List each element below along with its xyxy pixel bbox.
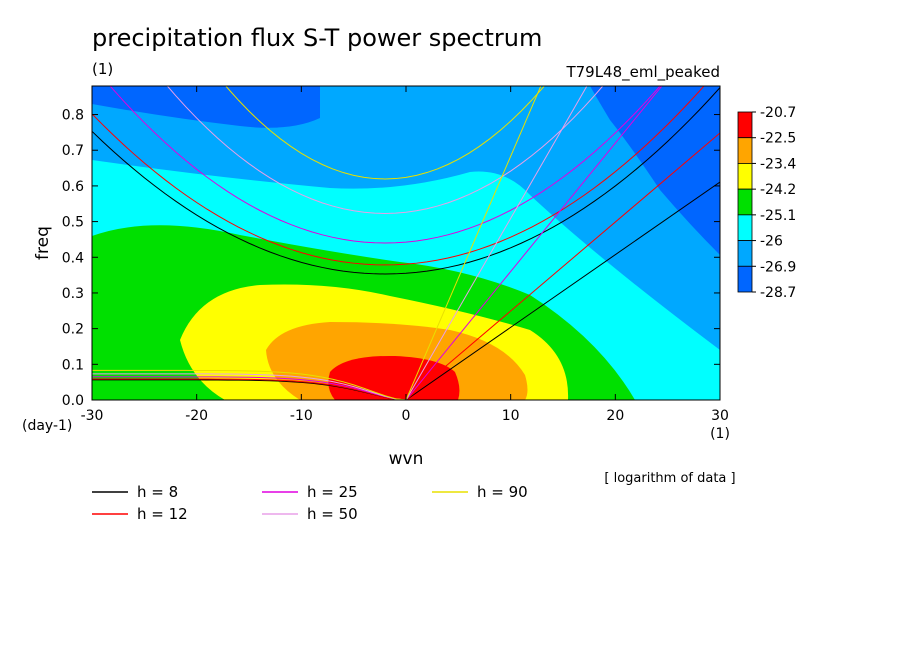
top-left-unit: (1) [92,60,113,78]
curve-upper-4 [225,86,545,180]
x-axis: -30 -20 -10 0 10 20 30 [81,86,729,424]
x-tick-label: 30 [711,408,729,424]
curve-line-1 [405,132,720,400]
legend-label: h = 25 [307,483,358,501]
x-tick-label: 0 [402,408,411,424]
curve-line-2 [405,86,663,400]
chart-title: precipitation flux S-T power spectrum [92,24,542,52]
y-tick-label: 0.8 [62,108,84,124]
curve-line-3 [405,86,588,400]
curve-low-2 [92,376,407,400]
y-tick-label: 0.6 [62,179,84,195]
curve-upper-0 [92,87,720,275]
curve-line-0 [405,181,720,400]
x-axis-label: wvn [389,449,424,469]
colorbar-swatch [737,163,753,190]
x-unit-label: (1) [710,426,730,442]
y-tick-label: 0.0 [62,393,84,409]
colorbar-label: -26 [760,234,783,250]
y-tick-label: 0.1 [62,357,84,373]
colorbar: -20.7 -22.5 -23.4 -24.2 -25.1 -26 -26.9 -28.7 [737,105,796,301]
curve-low-3 [92,373,407,400]
y-tick-label: 0.7 [62,143,84,159]
colorbar-label: -24.2 [760,182,796,198]
x-tick-label: 10 [502,408,520,424]
colorbar-label: -28.7 [760,285,796,301]
curve-upper-2 [109,86,661,244]
curve-low-1 [92,378,407,400]
legend: h = 8 h = 12 h = 25 h = 50 h = 90 [92,483,528,523]
y-unit-label: (day-1) [22,418,72,434]
legend-label: h = 90 [477,483,528,501]
run-name: T79L48_eml_peaked [565,63,720,82]
dispersion-curves [92,86,720,400]
colorbar-label: -23.4 [760,156,796,172]
x-tick-label: -30 [81,408,104,424]
curve-line-4 [405,86,542,400]
curve-upper-3 [166,86,604,214]
legend-label: h = 8 [137,483,178,501]
x-tick-label: 20 [606,408,624,424]
contour-field [92,86,720,400]
x-tick-label: -20 [185,408,208,424]
colorbar-swatch [737,240,753,267]
y-tick-label: 0.4 [62,250,84,266]
y-tick-label: 0.2 [62,322,84,338]
colorbar-label: -25.1 [760,208,796,224]
data-note: [ logarithm of data ] [604,471,735,486]
x-tick-label: -10 [290,408,313,424]
colorbar-swatch [737,265,753,293]
legend-label: h = 12 [137,505,188,523]
colorbar-swatch [737,111,753,139]
band-level-7-left [92,86,320,128]
colorbar-label: -26.9 [760,259,796,275]
curve-low-4 [92,369,407,400]
colorbar-swatch [737,188,753,216]
colorbar-label: -20.7 [760,105,796,121]
y-axis: 0.0 0.1 0.2 0.3 0.4 0.5 0.6 0.7 0.8 [62,108,720,409]
curve-upper-1 [92,86,705,266]
colorbar-label: -22.5 [760,131,796,147]
legend-label: h = 50 [307,505,358,523]
colorbar-swatch [737,137,753,164]
band-level-7-right [590,86,720,255]
y-tick-label: 0.3 [62,286,84,302]
y-tick-label: 0.5 [62,215,84,231]
y-axis-label: freq [33,226,53,260]
colorbar-swatch [737,214,753,241]
